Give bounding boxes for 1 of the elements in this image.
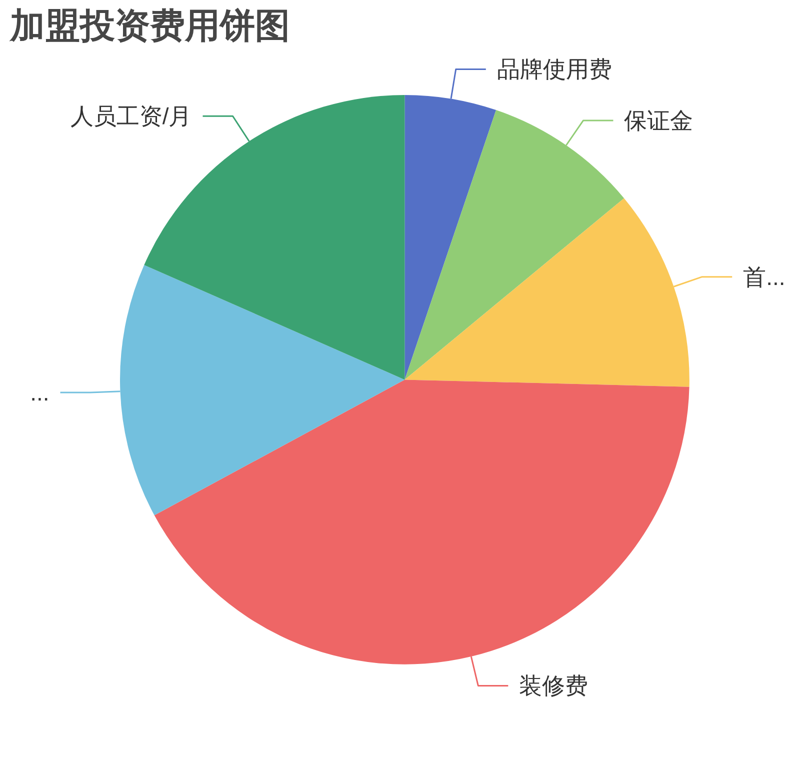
title: 加盟投资费用饼图 xyxy=(10,6,290,46)
